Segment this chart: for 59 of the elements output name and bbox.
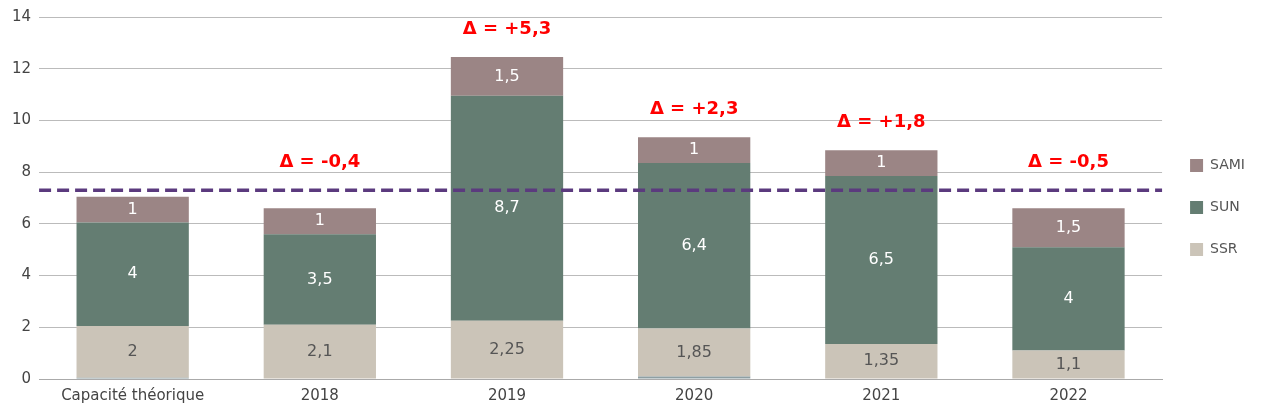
annotation: Δ = +2,3: [649, 96, 739, 118]
data-label: 1,35: [863, 350, 900, 370]
bar: [825, 176, 938, 345]
y-tick-label: 0: [21, 368, 32, 387]
data-label: 2: [127, 341, 138, 361]
x-tick-label: 2018: [300, 385, 339, 404]
data-label: 1,5: [1055, 216, 1082, 236]
y-tick-label: 12: [11, 58, 32, 77]
bar: [638, 163, 751, 329]
data-label: 6,5: [868, 249, 895, 269]
annotation: Δ = -0,5: [1028, 149, 1109, 171]
bar: [450, 95, 564, 321]
data-label: 6,4: [681, 234, 707, 254]
bar: [76, 196, 189, 223]
bar: [825, 344, 938, 379]
data-label: 4: [127, 263, 138, 283]
y-tick-label: 10: [11, 110, 32, 129]
bar: [76, 222, 189, 326]
bar: [638, 137, 751, 164]
x-tick-label: 2020: [675, 385, 714, 404]
bar: [1012, 247, 1125, 351]
data-label: 1: [876, 152, 887, 172]
bar: [638, 376, 751, 379]
data-label: 3,5: [307, 268, 333, 288]
x-tick-label: 2022: [1049, 385, 1088, 404]
data-label: 1,1: [1055, 353, 1082, 373]
data-label: 1: [689, 139, 700, 159]
data-label: 1,85: [676, 341, 712, 361]
legend-label: SUN: [1210, 198, 1240, 215]
y-tick-label: 6: [21, 213, 32, 232]
data-label: 1,5: [494, 65, 520, 85]
data-label: 8,7: [494, 197, 520, 217]
legend-label: SAMI: [1210, 156, 1246, 173]
bar: [76, 325, 189, 378]
bar: [263, 324, 376, 379]
bar: [638, 328, 751, 377]
data-label: 2,1: [307, 340, 333, 360]
annotation: Δ = -0,4: [279, 149, 361, 171]
annotation: Δ = +5,3: [462, 16, 552, 38]
data-label: 2,25: [489, 338, 525, 358]
y-tick-label: 8: [21, 162, 32, 181]
bar: [1012, 350, 1125, 379]
y-tick-label: 4: [21, 265, 32, 284]
x-tick-label: Capacité théorique: [61, 385, 205, 404]
bar: [263, 234, 376, 325]
bar: [450, 320, 564, 379]
data-label: 1: [127, 198, 138, 218]
bar: [825, 150, 938, 177]
annotation: Δ = +1,8: [837, 109, 926, 131]
bar: [450, 57, 564, 96]
x-tick-label: 2019: [487, 385, 527, 404]
y-tick-label: 14: [11, 6, 32, 25]
x-tick-label: 2021: [862, 385, 901, 404]
bar: [263, 208, 376, 235]
legend-label: SSR: [1210, 240, 1238, 257]
y-tick-label: 2: [21, 317, 32, 336]
data-label: 4: [1063, 288, 1074, 307]
data-label: 1: [314, 210, 325, 230]
bar: [1012, 208, 1125, 248]
